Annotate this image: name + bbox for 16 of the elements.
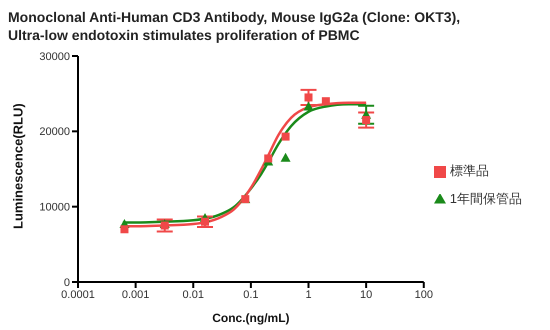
y-axis-title: Luminescence(RLU) bbox=[10, 103, 26, 229]
x-tick-label: 1 bbox=[305, 288, 312, 301]
x-tick-label: 0.1 bbox=[243, 288, 259, 301]
x-tick-label: 0.01 bbox=[182, 288, 204, 301]
legend-label: 1年間保管品 bbox=[450, 191, 522, 206]
x-tick-label: 10 bbox=[360, 288, 372, 301]
x-tick-label: 0.0001 bbox=[61, 288, 95, 301]
y-tick-label: 30000 bbox=[39, 50, 70, 63]
y-tick-label: 10000 bbox=[39, 202, 70, 214]
legend-label: 標準品 bbox=[450, 163, 489, 178]
x-tick-label: 0.001 bbox=[122, 288, 150, 301]
y-tick-label: 0 bbox=[64, 276, 70, 289]
y-tick-label: 20000 bbox=[39, 126, 70, 138]
chart-title: Monoclonal Anti-Human CD3 Antibody, Mouse IgG2a (Clone: OKT3), Ultra-low endotoxin stimulates proliferation of PBMC bbox=[8, 8, 462, 44]
x-axis-title: Conc.(ng/mL) bbox=[212, 311, 290, 325]
x-tick-label: 100 bbox=[414, 288, 433, 301]
